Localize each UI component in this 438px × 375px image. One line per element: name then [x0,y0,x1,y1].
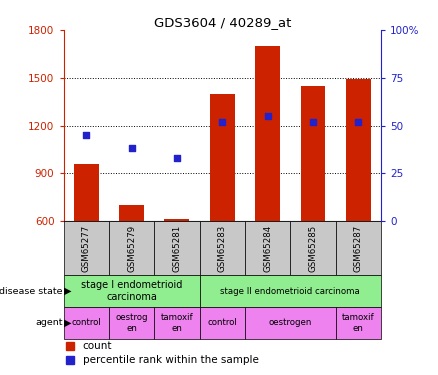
Title: GDS3604 / 40289_at: GDS3604 / 40289_at [154,16,291,29]
Text: tamoxif
en: tamoxif en [342,313,374,333]
Bar [336,307,381,339]
Text: GSM65285: GSM65285 [308,225,318,272]
Bar [74,164,99,221]
Bar [64,221,109,275]
Bar [290,221,336,275]
Text: ▶: ▶ [64,286,72,296]
Point [83,132,90,138]
Bar [245,307,336,339]
Bar [210,94,235,221]
Text: stage II endometrioid carcinoma: stage II endometrioid carcinoma [220,286,360,296]
Point [173,155,180,161]
Bar [64,275,200,307]
Bar [200,221,245,275]
Point [355,119,362,125]
Text: GSM65279: GSM65279 [127,225,136,272]
Text: GSM65284: GSM65284 [263,225,272,272]
Bar [119,205,144,221]
Text: GSM65277: GSM65277 [82,225,91,272]
Point [310,119,317,125]
Text: GSM65283: GSM65283 [218,225,227,272]
Text: count: count [82,341,112,351]
Bar [154,221,200,275]
Bar [300,86,325,221]
Point [128,146,135,152]
Bar [64,307,109,339]
Bar [245,221,290,275]
Bar [336,221,381,275]
Text: agent: agent [35,318,63,327]
Text: GSM65287: GSM65287 [354,225,363,272]
Point [219,119,226,125]
Bar [200,307,245,339]
Text: GSM65281: GSM65281 [173,225,181,272]
Text: oestrogen: oestrogen [268,318,312,327]
Bar [109,307,154,339]
Text: control: control [208,318,237,327]
Text: stage I endometrioid
carcinoma: stage I endometrioid carcinoma [81,280,182,302]
Text: ▶: ▶ [64,318,72,328]
Bar [346,80,371,221]
Text: percentile rank within the sample: percentile rank within the sample [82,356,258,365]
Text: control: control [71,318,101,327]
Text: tamoxif
en: tamoxif en [161,313,193,333]
Bar [164,219,189,221]
Bar [255,46,280,221]
Bar [200,275,381,307]
Text: disease state: disease state [0,286,63,296]
Bar [109,221,154,275]
Bar [154,307,200,339]
Text: oestrog
en: oestrog en [115,313,148,333]
Point [264,113,271,119]
